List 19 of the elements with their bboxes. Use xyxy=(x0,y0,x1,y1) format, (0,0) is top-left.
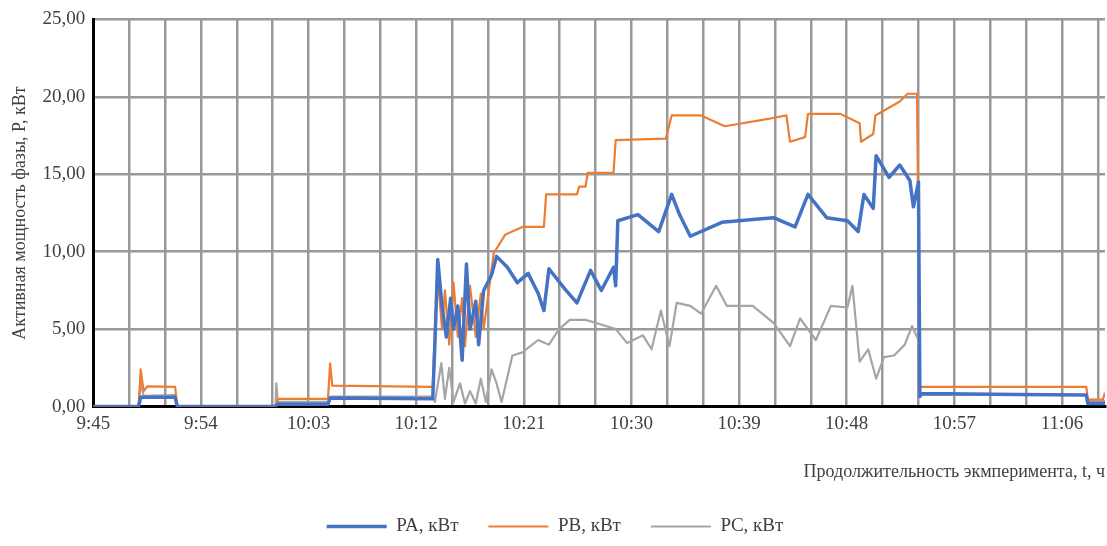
legend-label: PA, кВт xyxy=(396,514,460,536)
legend-label: PB, кВт xyxy=(557,514,622,536)
x-tick-label: 10:39 xyxy=(717,411,761,433)
y-tick-label: 5,00 xyxy=(52,317,86,339)
legend-label: PC, кВт xyxy=(720,514,785,536)
y-tick-label: 15,00 xyxy=(42,162,86,184)
y-tick-label: 20,00 xyxy=(42,84,86,106)
x-tick-label: 11:06 xyxy=(1040,411,1084,433)
y-axis-title: Активная мощность фазы, P, кВт xyxy=(8,86,29,340)
x-tick-label: 10:57 xyxy=(932,411,976,433)
x-tick-label: 9:54 xyxy=(184,411,219,433)
y-tick-label: 10,00 xyxy=(42,239,86,261)
x-tick-label: 10:48 xyxy=(825,411,869,433)
x-tick-label: 10:21 xyxy=(502,411,546,433)
x-axis-title: Продолжительность экмперимента, t, ч xyxy=(803,460,1105,481)
x-tick-label: 10:03 xyxy=(286,411,331,433)
x-tick-label: 10:30 xyxy=(609,411,654,433)
x-tick-label: 10:12 xyxy=(394,411,438,433)
y-tick-label: 25,00 xyxy=(42,7,86,29)
